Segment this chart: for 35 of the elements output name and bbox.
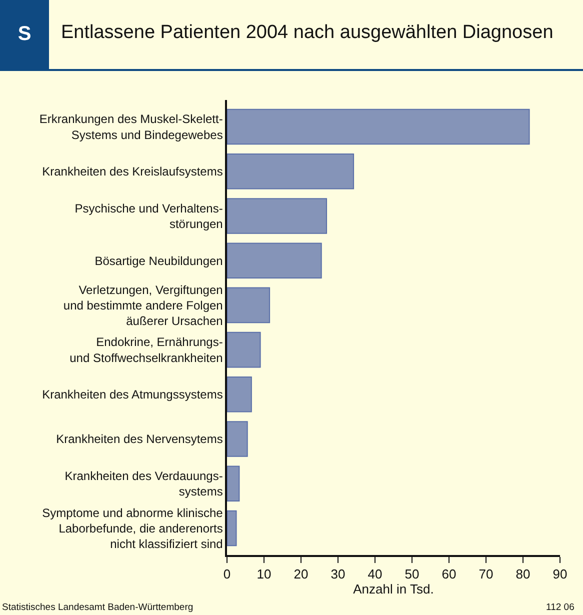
x-tick-label: 60 [442,566,456,582]
y-tick-label: Krankheiten des Atmungssystems [42,388,223,402]
x-tick-label: 90 [552,566,568,582]
y-tick-label: Endokrine, Ernährungs- und Stoffwechselkrankheiten [70,335,223,365]
text: S [0,0,49,69]
bar [227,376,252,412]
y-tick-label: Verletzungen, Vergiftungen und bestimmte andere Folgen äußerer Ursachen [63,282,223,328]
y-tick-label: Psychische und Verhaltens- störungen [74,201,223,231]
x-tick-label: 20 [294,566,308,582]
y-tick-label: Krankheiten des Kreislaufsystems [42,164,223,179]
x-axis-title: Anzahl in Tsd. [353,581,434,596]
bar [227,510,237,546]
bar [227,108,530,145]
bar [227,466,240,502]
chart-title: Entlassene Patienten 2004 nach ausgewählten Diagnosen [61,22,554,44]
x-tick-label: 80 [516,566,530,582]
bar [227,153,354,190]
y-tick-label: Krankheiten des Verdauungs- systems [64,469,223,499]
x-tick-label: 70 [478,566,494,582]
y-tick-label: Erkrankungen des Muskel-Skelett- Systems und Bindegewebes [39,112,223,142]
text: 112 06 [546,602,574,613]
y-tick-label: Symptome und abnorme klinische Laborbefunde, die anderenorts nicht klassifiziert sind [42,506,224,552]
bar [227,421,248,457]
bar [227,198,328,234]
x-tick-label: 30 [330,566,346,582]
x-tick-label: 50 [404,566,420,582]
x-tick-label: 40 [368,566,382,582]
y-tick-label: Krankheiten des Nervensytems [56,432,223,446]
x-tick-label: 0 [223,566,231,582]
bar [227,242,322,278]
x-tick-label: 10 [256,566,272,582]
text: Statistisches Landesamt Baden-Württemberg [2,602,194,613]
bar [227,332,261,368]
bar [227,287,270,324]
y-tick-label: Bösartige Neubildungen [94,254,223,268]
